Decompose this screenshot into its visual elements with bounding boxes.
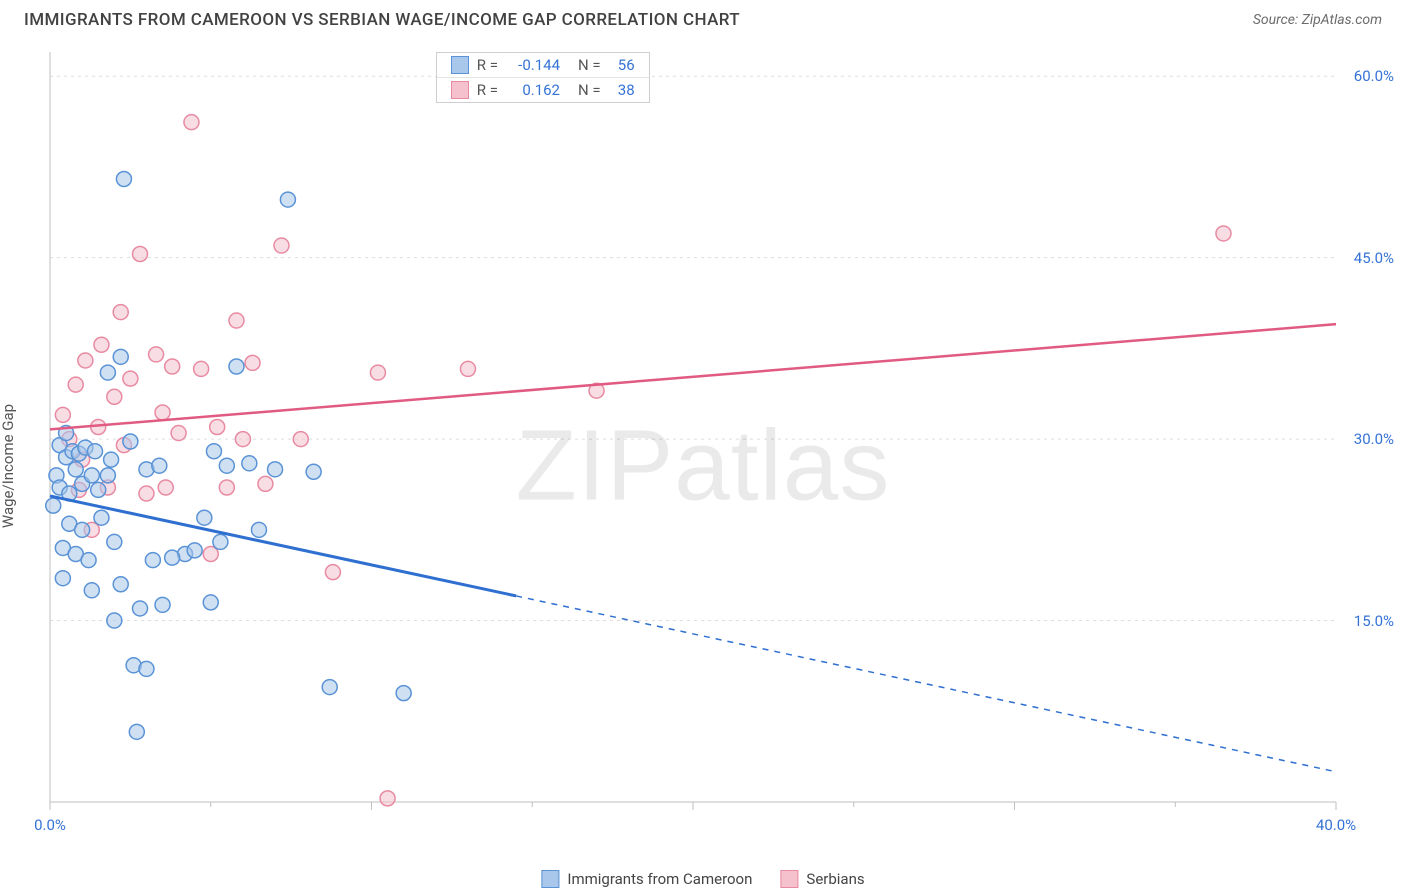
legend-swatch-a	[541, 870, 559, 888]
scatter-plot	[0, 40, 1406, 862]
legend-label-a: Immigrants from Cameroon	[567, 870, 752, 888]
y-tick-label: 30.0%	[1354, 430, 1394, 448]
stats-n-label: N =	[578, 81, 601, 99]
stats-n-value: 38	[609, 81, 635, 99]
stats-r-label: R =	[477, 81, 498, 99]
stats-row: R = -0.144 N = 56	[437, 53, 649, 77]
stats-row: R = 0.162 N = 38	[437, 77, 649, 102]
chart-area: Wage/Income Gap ZIPatlas R =-0.144N =56R…	[0, 40, 1406, 892]
stats-r-label: R =	[477, 56, 498, 74]
chart-source: Source: ZipAtlas.com	[1253, 12, 1382, 28]
chart-title: IMMIGRANTS FROM CAMEROON VS SERBIAN WAGE…	[24, 10, 740, 30]
legend-item-a: Immigrants from Cameroon	[541, 870, 752, 888]
stats-swatch	[451, 81, 469, 99]
stats-legend-box: R = -0.144 N = 56 R = 0.162 N = 38	[436, 52, 650, 103]
stats-swatch	[451, 56, 469, 74]
stats-r-value: 0.162	[506, 81, 560, 99]
x-tick-label: 40.0%	[1316, 816, 1356, 834]
x-tick-label: 0.0%	[34, 816, 66, 834]
legend-item-b: Serbians	[780, 870, 864, 888]
y-tick-label: 60.0%	[1354, 67, 1394, 85]
y-tick-label: 45.0%	[1354, 249, 1394, 267]
y-axis-label: Wage/Income Gap	[0, 404, 17, 528]
legend-swatch-b	[780, 870, 798, 888]
stats-n-label: N =	[578, 56, 601, 74]
bottom-legend: Immigrants from Cameroon Serbians	[541, 870, 864, 888]
legend-label-b: Serbians	[806, 870, 864, 888]
y-tick-label: 15.0%	[1354, 612, 1394, 630]
stats-r-value: -0.144	[506, 56, 560, 74]
stats-n-value: 56	[609, 56, 635, 74]
